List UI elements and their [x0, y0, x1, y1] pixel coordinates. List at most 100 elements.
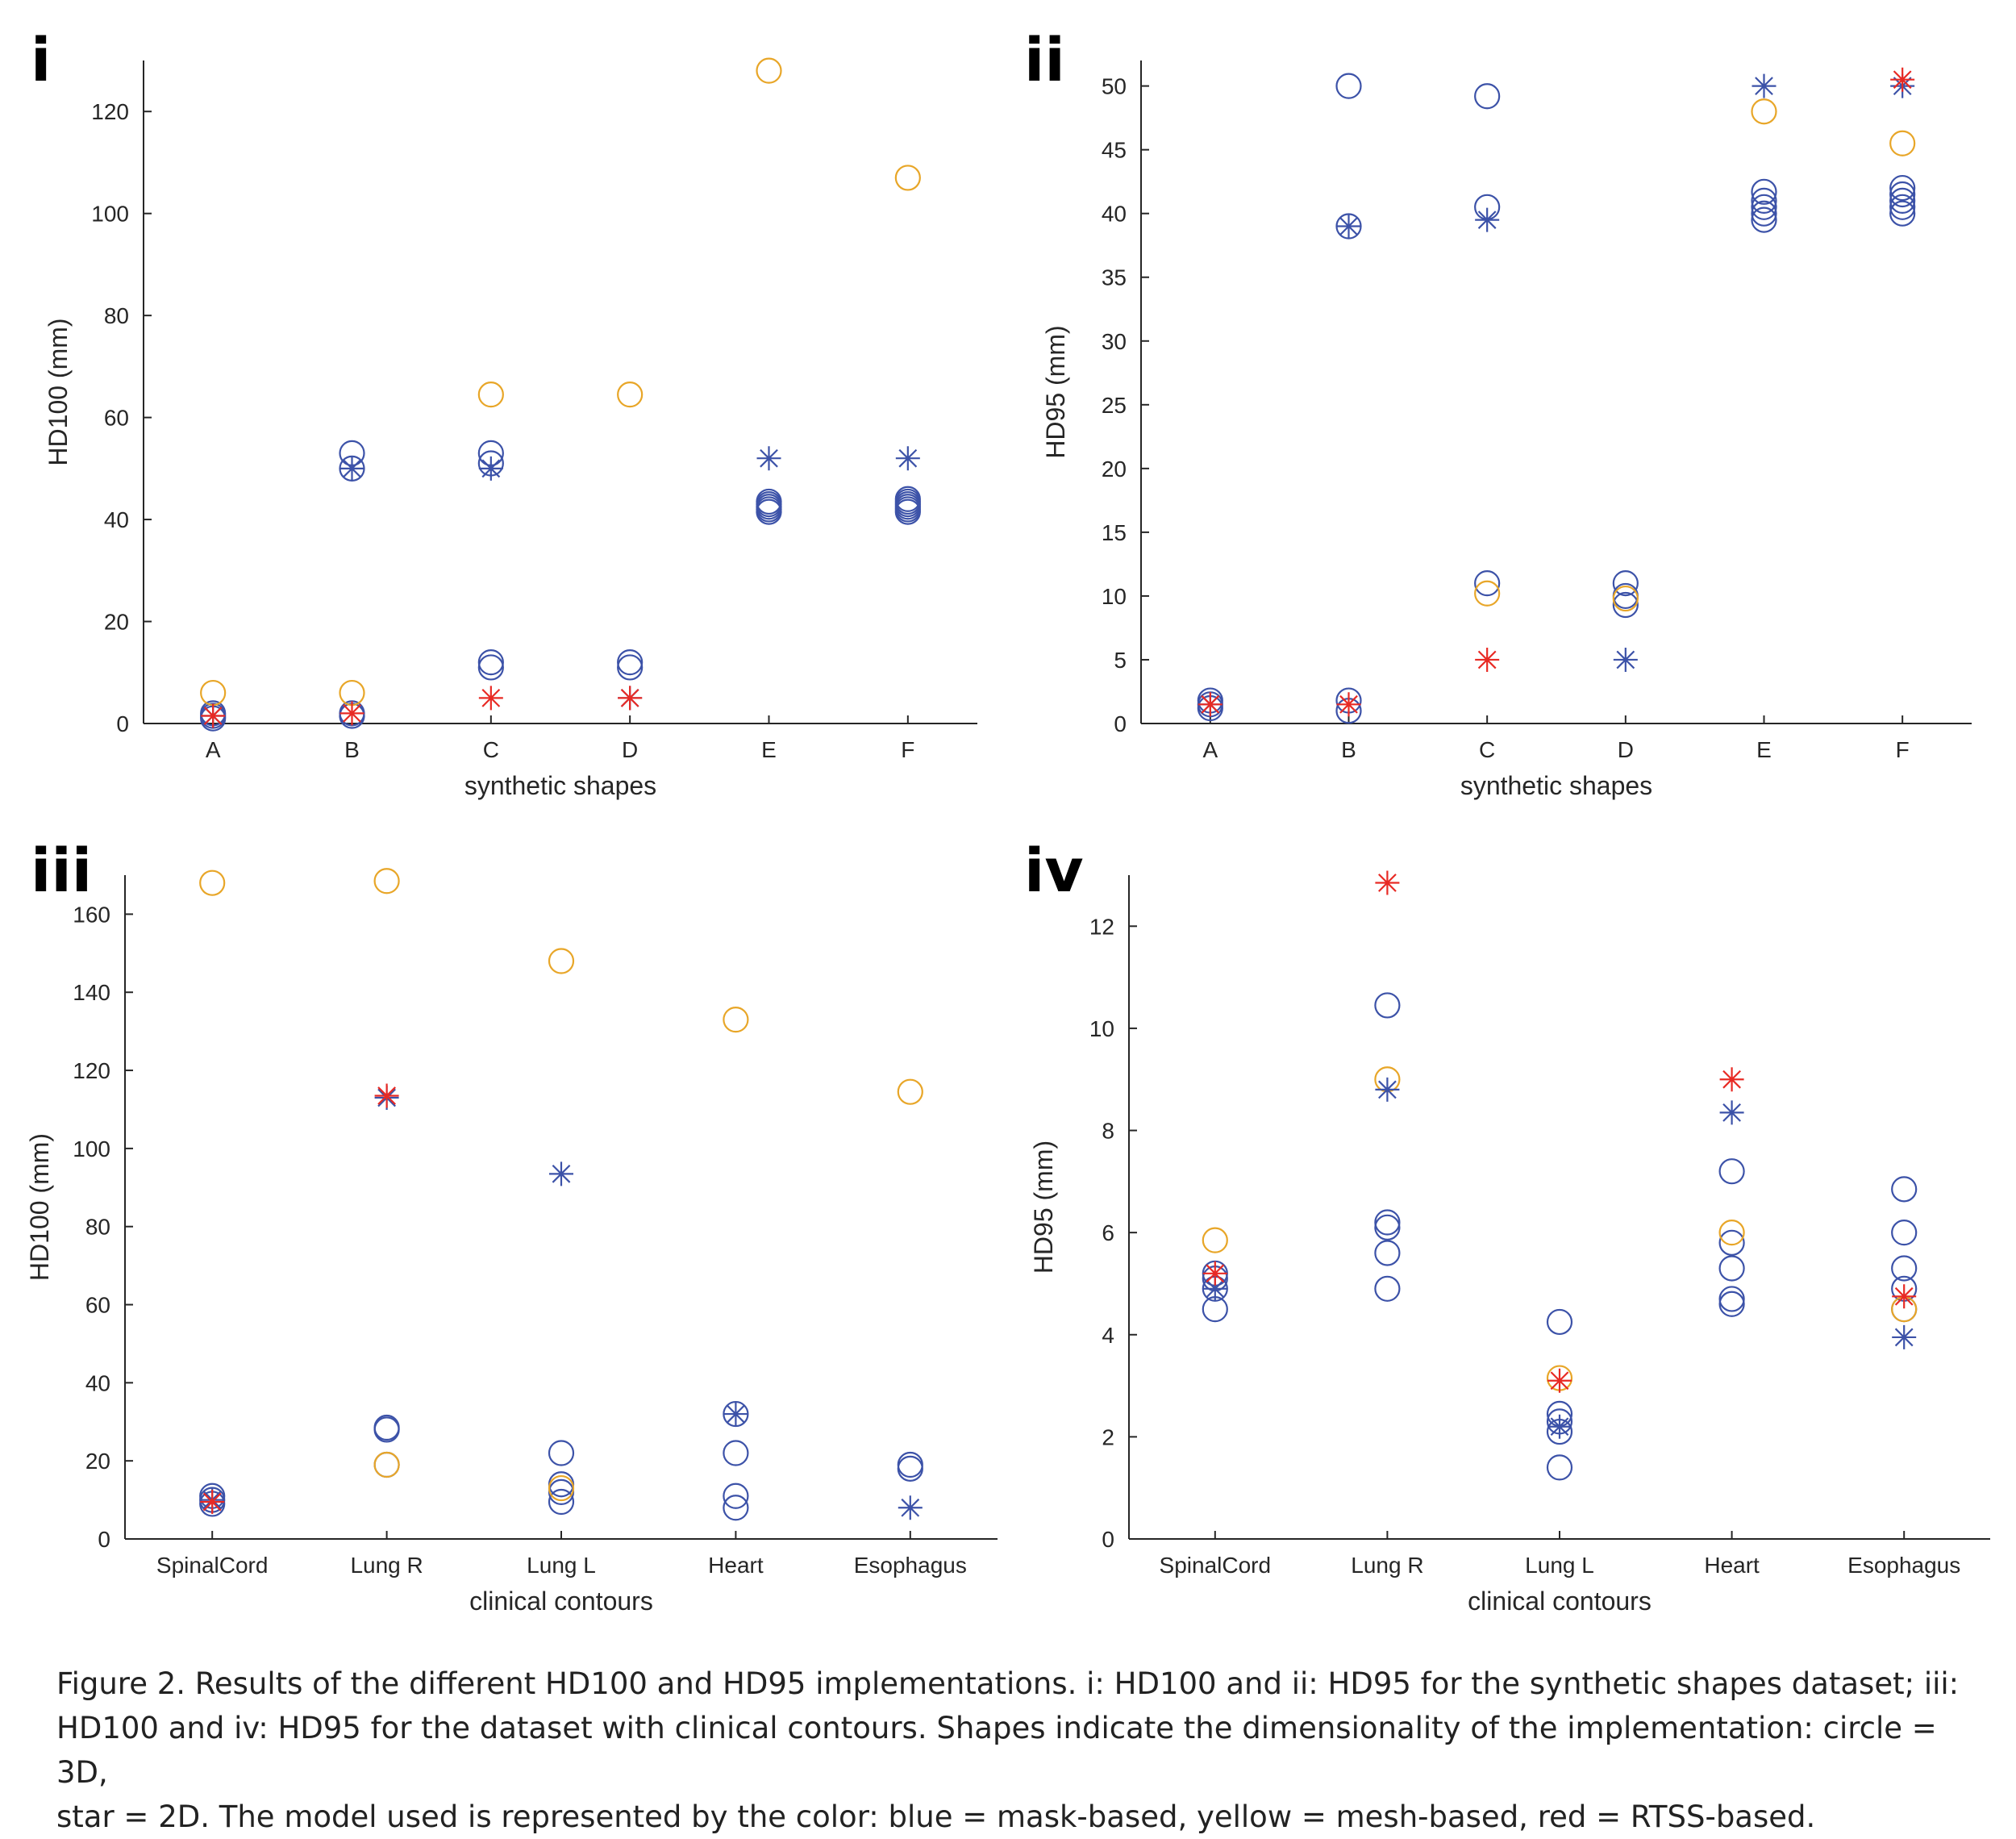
x-tick-label: Esophagus — [1847, 1553, 1960, 1578]
mask-circle-point — [1718, 1291, 1745, 1317]
mesh-circle-point — [1474, 580, 1501, 607]
rtss-star-point — [1890, 67, 1915, 92]
y-tick-label: 0 — [98, 1527, 110, 1552]
mesh-circle-point — [1612, 585, 1639, 612]
mask-circle-point — [1612, 570, 1639, 597]
mask-circle-point — [1751, 194, 1777, 220]
mask-circle-point — [894, 486, 921, 512]
mask-circle-point — [1374, 992, 1401, 1019]
y-axis-label: HD100 (mm) — [25, 1133, 54, 1281]
mask-circle-point — [723, 1482, 749, 1509]
mask-circle-point — [548, 1488, 575, 1516]
mask-star-point — [756, 446, 781, 471]
mask-circle-point — [548, 1440, 575, 1466]
rtss-star-point — [200, 1490, 225, 1515]
y-tick-label: 40 — [104, 507, 129, 532]
mask-circle-point — [1374, 1209, 1401, 1236]
mask-circle-point — [1891, 1255, 1918, 1282]
mask-circle-point — [1889, 174, 1916, 202]
x-tick-label: SpinalCord — [1160, 1553, 1272, 1578]
mask-circle-point — [1889, 200, 1916, 227]
y-tick-label: 15 — [1102, 520, 1127, 545]
y-tick-label: 30 — [1102, 329, 1127, 354]
mask-circle-point — [1718, 1286, 1745, 1312]
mask-circle-point — [1751, 187, 1777, 214]
y-axis-label: HD95 (mm) — [1029, 1141, 1058, 1274]
mask-circle-point — [723, 1440, 749, 1466]
caption-line: HD100 and iv: HD95 for the dataset with … — [56, 1711, 1937, 1790]
mask-circle-point — [1335, 73, 1362, 99]
rtss-star-point — [1719, 1067, 1744, 1092]
mask-circle-point — [723, 1495, 749, 1521]
mask-star-point — [339, 456, 364, 481]
y-tick-label: 0 — [1114, 711, 1127, 736]
x-tick-label: B — [1341, 737, 1356, 762]
y-tick-label: 0 — [116, 711, 129, 736]
mask-star-point — [723, 1402, 748, 1427]
x-axis-label: synthetic shapes — [464, 771, 656, 800]
mask-circle-point — [617, 649, 644, 676]
mask-circle-point — [756, 488, 782, 515]
y-tick-label: 25 — [1102, 393, 1127, 418]
mask-circle-point — [1718, 1229, 1745, 1256]
y-tick-label: 10 — [1102, 584, 1127, 609]
mask-circle-point — [1546, 1308, 1573, 1336]
mask-circle-point — [897, 1451, 923, 1478]
y-tick-label: 120 — [73, 1058, 110, 1083]
rtss-star-point — [1202, 1261, 1227, 1286]
y-tick-label: 10 — [1089, 1016, 1114, 1041]
x-tick-label: Lung L — [1525, 1553, 1594, 1578]
panel-iii: iii 0 20 40 60 80 100 120 140 160 SpinalCord Lung R… — [25, 836, 998, 1616]
mask-circle-point — [477, 649, 504, 676]
y-tick-label: 80 — [104, 303, 129, 328]
y-axis-label: HD100 (mm) — [44, 318, 73, 465]
x-tick-label: C — [483, 737, 499, 762]
x-tick-label: Esophagus — [854, 1553, 967, 1578]
x-tick-label: SpinalCord — [156, 1553, 269, 1578]
mesh-circle-point — [894, 165, 921, 191]
x-tick-label: F — [1896, 737, 1910, 762]
mask-star-point — [1336, 214, 1361, 239]
x-tick-label: Lung L — [527, 1553, 596, 1578]
mesh-circle-point — [617, 382, 644, 408]
mask-star-point — [895, 446, 920, 471]
rtss-star-point — [1892, 1284, 1917, 1309]
panel-iv: iv 0 2 4 6 8 10 12 SpinalCord Lung R Lung L Heart Es… — [1024, 836, 1990, 1616]
mask-circle-point — [1546, 1454, 1573, 1481]
mask-star-point — [1547, 1414, 1572, 1439]
mesh-circle-point — [477, 382, 504, 408]
mask-star-point — [1719, 1100, 1744, 1125]
mask-circle-point — [1374, 1275, 1401, 1302]
mask-star-point — [1613, 647, 1638, 672]
y-tick-label: 60 — [85, 1293, 110, 1318]
mesh-circle-point — [199, 869, 226, 896]
mask-circle-point — [1718, 1255, 1745, 1282]
rtss-star-point — [1547, 1368, 1572, 1393]
y-tick-label: 0 — [1102, 1527, 1114, 1552]
y-tick-label: 5 — [1114, 648, 1127, 673]
rtss-star-point — [1475, 647, 1500, 672]
mesh-circle-point — [1889, 130, 1916, 156]
rtss-star-point — [339, 701, 364, 726]
x-axis-label: clinical contours — [1468, 1587, 1652, 1616]
y-tick-label: 8 — [1102, 1119, 1114, 1144]
y-tick-label: 35 — [1102, 265, 1127, 290]
y-tick-label: 12 — [1089, 914, 1114, 939]
mask-circle-point — [1374, 1240, 1401, 1266]
x-tick-label: Heart — [708, 1553, 764, 1578]
x-tick-label: A — [1202, 737, 1218, 762]
mask-circle-point — [1374, 1214, 1401, 1241]
rtss-star-point — [478, 686, 503, 711]
y-tick-label: 40 — [1102, 202, 1127, 227]
mask-star-point — [549, 1161, 573, 1186]
rtss-star-point — [1336, 692, 1361, 717]
mask-star-point — [898, 1495, 923, 1520]
mask-circle-point — [1751, 206, 1777, 233]
rtss-star-point — [618, 686, 643, 711]
mask-circle-point — [1891, 1220, 1918, 1246]
y-tick-label: 50 — [1102, 74, 1127, 99]
y-tick-label: 120 — [91, 99, 129, 124]
